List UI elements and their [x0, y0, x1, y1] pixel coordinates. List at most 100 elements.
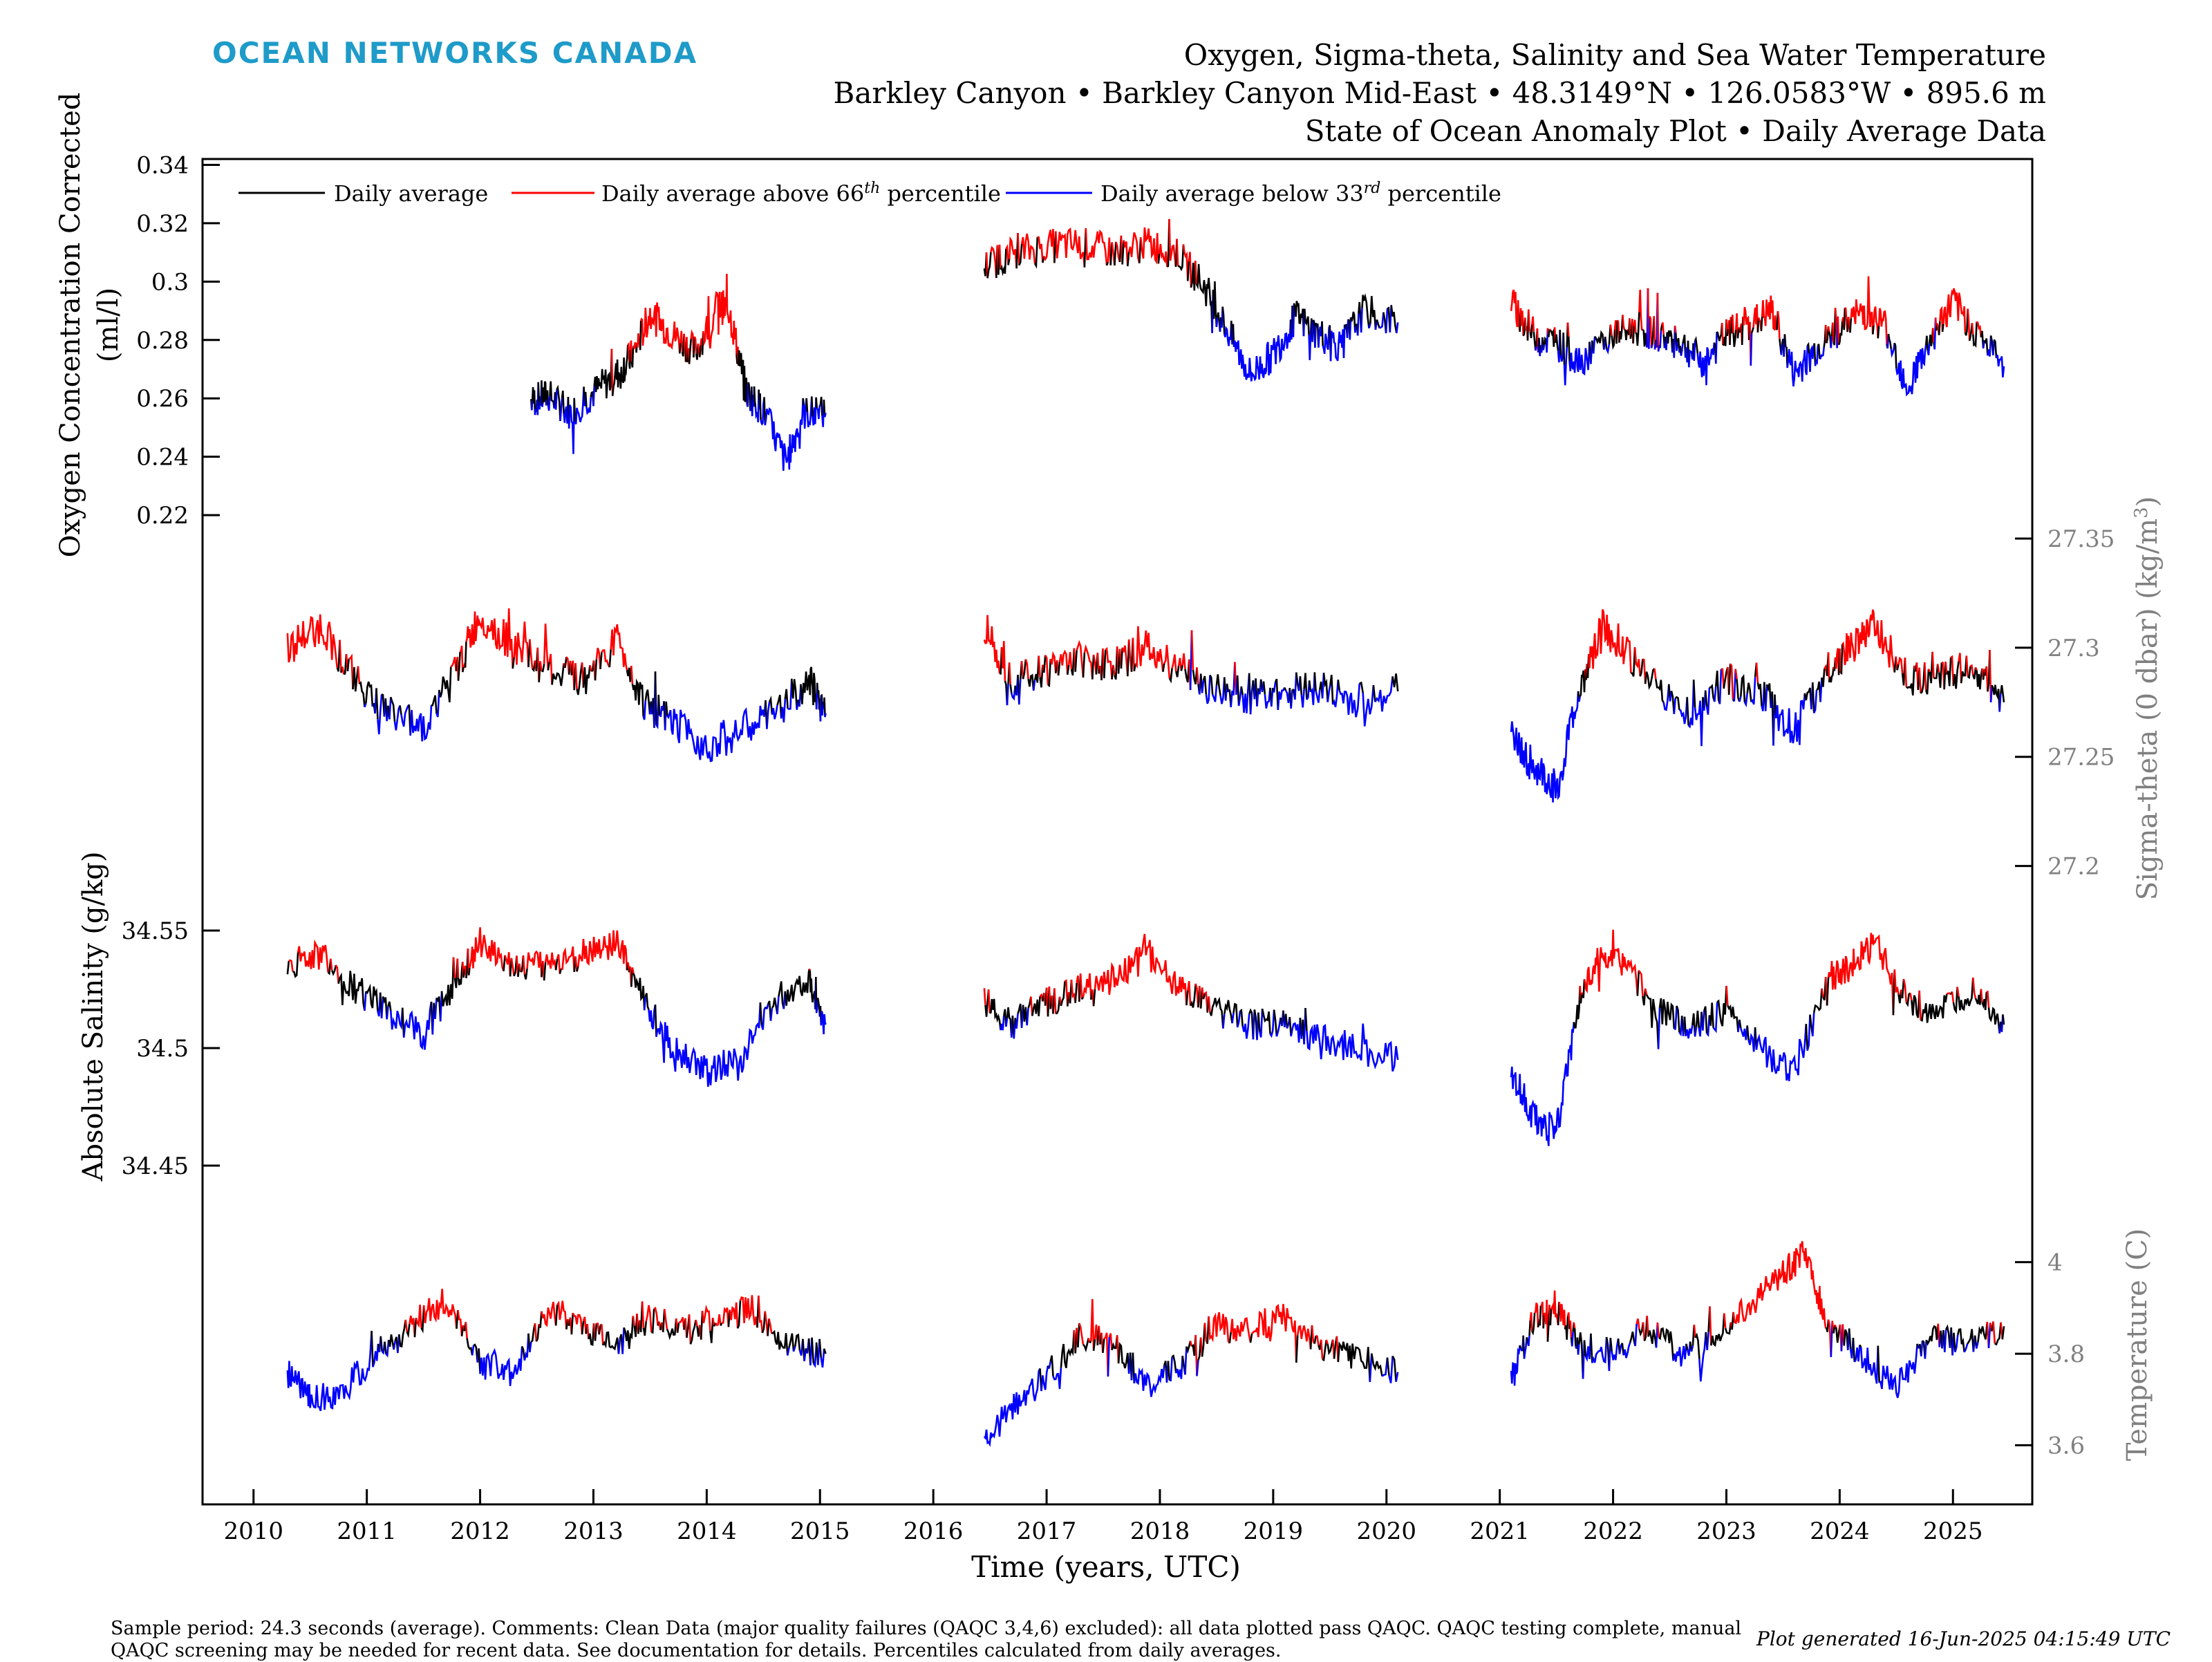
salinity-series-line: [989, 998, 1002, 1031]
sigma-series-line: [1834, 648, 1840, 675]
sigma-series-line: [1274, 678, 1280, 710]
legend-label-above: Daily average above 66th percentile: [601, 180, 1001, 207]
temperature-series-line: [413, 1318, 418, 1338]
sigma-series-line: [1027, 673, 1035, 691]
sigma-series-line: [1011, 685, 1016, 701]
oxygen-series-line: [1107, 237, 1112, 265]
salinity-series-line: [1806, 1014, 1811, 1052]
oxygen-series-line: [1967, 308, 1971, 342]
x-tick-label: 2011: [337, 1518, 397, 1545]
oxygen-series-line: [1232, 319, 1292, 382]
temperature-series-line: [617, 1338, 621, 1354]
sigma-series-line: [1230, 662, 1236, 708]
salinity-series-line: [1231, 1012, 1235, 1024]
sigma-series-line: [594, 659, 598, 681]
oxygen-series-line: [1322, 325, 1331, 355]
salinity-series-line: [655, 1002, 762, 1087]
oxygen-series-line: [1528, 309, 1532, 333]
temperature-series-line: [678, 1316, 685, 1330]
temperature-series-line: [1694, 1332, 1700, 1359]
sigma-series-line: [1047, 659, 1051, 687]
sigma-series-line: [1839, 644, 1844, 675]
temperature-series-line: [1953, 1332, 1956, 1352]
salinity-series-line: [544, 952, 557, 971]
salinity-series-line: [987, 989, 991, 1014]
temperature-series-line: [1573, 1322, 1576, 1329]
sigma-series-line: [1976, 668, 1983, 690]
temperature-series-line: [1834, 1324, 1837, 1328]
salinity-series-line: [1972, 977, 1977, 999]
sigma-series-line: [665, 701, 668, 716]
sigma-series-line: [1132, 637, 1136, 671]
temperature-series-line: [286, 1330, 373, 1412]
oxygen-series-line: [693, 336, 695, 357]
sigma-series-line: [1329, 675, 1334, 705]
salinity-series-line: [1275, 1017, 1282, 1037]
oxygen-tick-label: 0.34: [136, 151, 189, 179]
temperature-series-line: [812, 1342, 818, 1368]
temperature-series-line: [457, 1309, 463, 1336]
oxygen-series-line: [1609, 324, 1613, 336]
sigma-series-line: [1033, 655, 1040, 683]
salinity-series-line: [1952, 987, 1958, 1015]
sigma-series-line: [1944, 661, 1948, 675]
oxygen-series-line: [1890, 342, 1896, 358]
oxygen-series-line: [990, 245, 997, 279]
oxygen-series-line: [1114, 241, 1117, 266]
sigma-series-line: [610, 624, 628, 671]
sigma-series-line: [459, 645, 464, 673]
oxygen-series-line: [1194, 261, 1198, 284]
sigma-series-line: [375, 688, 379, 720]
oxygen-series-line: [1732, 315, 1734, 333]
sigma-series-line: [1337, 680, 1340, 691]
temperature-series-line: [818, 1338, 823, 1358]
salinity-series-line: [1074, 982, 1078, 1003]
oxygen-series-line: [1043, 229, 1056, 263]
oxygen-series-line: [1000, 248, 1007, 277]
oxygen-series-line: [1924, 335, 1929, 351]
oxygen-series-line: [1752, 304, 1759, 333]
salinity-series-line: [1015, 1014, 1019, 1029]
temperature-series-line: [521, 1345, 526, 1361]
oxygen-series-line: [1304, 308, 1310, 335]
oxygen-series-line: [1814, 346, 1819, 366]
sigma-series-line: [551, 663, 565, 687]
oxygen-series-line: [1548, 329, 1550, 337]
sigma-series-line: [1918, 667, 1922, 693]
salinity-series-line: [1005, 1018, 1009, 1027]
temperature-series-line: [1944, 1329, 1947, 1352]
salinity-series-line: [776, 996, 780, 1014]
salinity-series-line: [1645, 994, 1660, 1049]
sigma-series-line: [1008, 662, 1011, 684]
oxygen-series-line: [1938, 321, 1941, 335]
temperature-series-line: [811, 1337, 815, 1364]
temperature-series-line: [1710, 1313, 1725, 1347]
sigma-series-line: [1812, 689, 1818, 713]
temperature-series-line: [588, 1323, 595, 1346]
temperature-series-line: [1230, 1317, 1252, 1343]
salinity-series-line: [1821, 988, 1824, 998]
temperature-series-line: [1687, 1341, 1691, 1356]
oxygen-series-line: [1808, 343, 1816, 372]
oxygen-series-line: [1085, 228, 1108, 266]
temperature-series-line: [602, 1331, 620, 1354]
temperature-series-line: [1089, 1341, 1092, 1344]
oxygen-series-line: [1195, 263, 1213, 333]
oxygen-series-line: [1611, 329, 1616, 351]
temperature-series-line: [1369, 1353, 1373, 1383]
temperature-tick-label: 3.6: [2047, 1432, 2085, 1460]
salinity-series-line: [386, 1006, 389, 1020]
oxygen-series-line: [819, 396, 823, 416]
sigma-series-line: [1201, 680, 1205, 693]
oxygen-series-line: [1726, 328, 1730, 337]
oxygen-series-line: [628, 349, 632, 369]
temperature-series-line: [709, 1318, 714, 1343]
oxygen-series-line: [1817, 344, 1821, 360]
oxygen-tick-label: 0.26: [136, 385, 189, 413]
salinity-series-line: [1055, 996, 1061, 1015]
oxygen-series-line: [1877, 308, 1888, 344]
sigma-series-line: [1709, 683, 1716, 702]
oxygen-tick-label: 0.22: [136, 502, 189, 530]
temperature-series-line: [473, 1343, 479, 1363]
sigma-series-line: [1236, 675, 1240, 707]
